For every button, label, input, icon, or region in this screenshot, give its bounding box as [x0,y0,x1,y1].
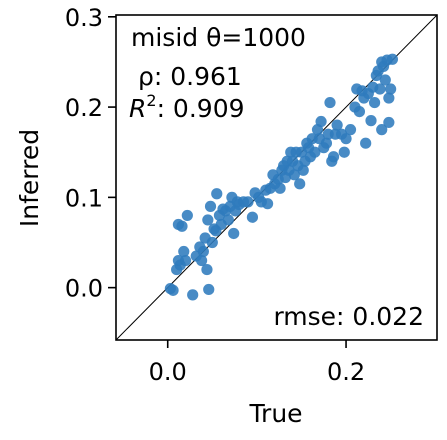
data-point [353,105,366,118]
data-point [197,245,209,258]
data-point [376,124,388,136]
y-axis: 0.0 0.1 0.2 0.3 [65,4,116,303]
annotation-rmse: rmse: 0.022 [273,302,424,331]
data-point [196,254,208,267]
data-point [206,236,218,249]
data-point [203,283,215,296]
data-point [379,74,391,86]
data-point [315,115,327,128]
data-point [294,178,306,190]
data-point [288,169,300,181]
data-point [383,92,395,104]
data-point [309,146,321,158]
data-point [178,245,190,258]
y-tick-label: 0.3 [65,4,103,32]
data-point [222,214,234,226]
annotation-r2-value: : 0.909 [157,94,245,123]
y-tick-label: 0.1 [65,184,103,212]
data-point [201,263,213,276]
data-point [360,137,372,149]
data-point [176,220,188,232]
y-axis-label: Inferred [15,129,44,227]
data-point [374,83,386,95]
data-point [331,119,343,131]
x-axis: 0.0 0.2 [149,340,365,386]
annotation-r2-exponent: 2 [146,91,156,110]
data-point [320,137,333,149]
data-point [365,115,377,127]
data-point [167,284,179,296]
data-points [164,53,399,301]
data-point [338,146,350,158]
data-point [297,164,309,176]
annotation-rho: ρ: 0.961 [138,62,242,91]
data-point [181,209,193,222]
data-point [344,124,357,136]
data-point [204,200,217,212]
x-tick-label: 0.2 [327,358,365,386]
data-point [179,254,192,267]
data-point [261,198,274,210]
y-tick-label: 0.0 [65,275,103,303]
data-point [187,289,199,301]
annotation-title: misid θ=1000 [131,23,306,52]
data-point [383,116,395,129]
x-tick-label: 0.0 [149,358,187,386]
data-point [368,96,381,109]
data-point [385,83,397,95]
data-point [242,196,254,208]
data-point [228,227,240,240]
annotation-r2-symbol: R [129,94,146,123]
data-point [274,182,286,194]
data-point [211,188,223,200]
data-point [246,211,259,223]
data-point [324,96,336,109]
plot-frame [115,14,438,341]
annotation-r2: R2: 0.909 [129,91,245,123]
x-axis-label: True [248,399,302,428]
data-point [340,133,352,145]
data-point [327,151,340,163]
data-point [386,53,399,65]
data-point [202,214,214,226]
y-tick-label: 0.2 [65,94,103,122]
